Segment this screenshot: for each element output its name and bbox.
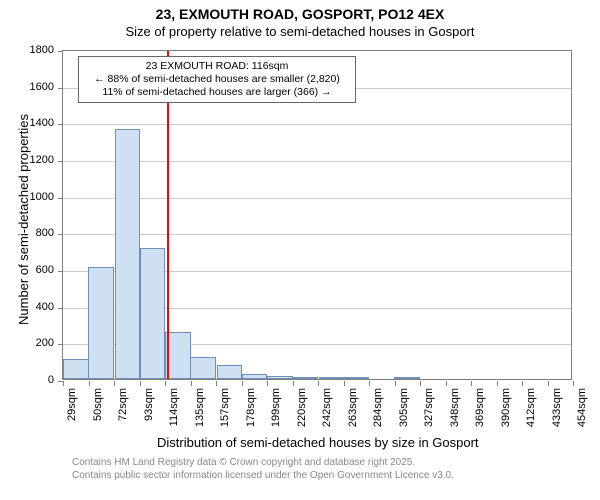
chart-subtitle: Size of property relative to semi-detach…: [0, 24, 600, 39]
histogram-bar: [319, 377, 345, 379]
x-tick-mark: [522, 381, 523, 386]
x-tick-label: 157sqm: [219, 388, 231, 427]
x-tick-mark: [369, 381, 370, 386]
x-tick-label: 327sqm: [423, 388, 435, 427]
x-tick-mark: [318, 381, 319, 386]
y-tick-label: 1000: [22, 191, 54, 203]
x-tick-mark: [165, 381, 166, 386]
histogram-bar: [292, 377, 318, 379]
x-tick-label: 72sqm: [117, 388, 129, 421]
chart-title: 23, EXMOUTH ROAD, GOSPORT, PO12 4EX: [0, 6, 600, 22]
x-tick-mark: [293, 381, 294, 386]
x-tick-label: 284sqm: [372, 388, 384, 427]
annotation-line: 23 EXMOUTH ROAD: 116sqm: [85, 60, 349, 73]
histogram-bar: [63, 359, 89, 379]
histogram-bar: [267, 376, 293, 379]
x-tick-mark: [63, 381, 64, 386]
x-tick-mark: [395, 381, 396, 386]
x-tick-mark: [216, 381, 217, 386]
y-tick-mark: [58, 344, 63, 345]
x-tick-label: 390sqm: [500, 388, 512, 427]
y-tick-label: 1400: [22, 117, 54, 129]
y-tick-label: 1800: [22, 44, 54, 56]
x-tick-label: 369sqm: [474, 388, 486, 427]
title-block: 23, EXMOUTH ROAD, GOSPORT, PO12 4EX Size…: [0, 0, 600, 39]
x-tick-label: 433sqm: [551, 388, 563, 427]
x-tick-mark: [191, 381, 192, 386]
x-tick-label: 93sqm: [143, 388, 155, 421]
histogram-bar: [217, 365, 243, 379]
histogram-bar: [115, 129, 141, 379]
annotation-line: 11% of semi-detached houses are larger (…: [85, 86, 349, 99]
x-tick-label: 135sqm: [194, 388, 206, 427]
y-tick-label: 600: [22, 264, 54, 276]
y-tick-mark: [58, 234, 63, 235]
x-tick-label: 305sqm: [398, 388, 410, 427]
y-tick-label: 200: [22, 337, 54, 349]
x-tick-mark: [140, 381, 141, 386]
y-tick-label: 400: [22, 301, 54, 313]
y-tick-mark: [58, 308, 63, 309]
x-tick-label: 114sqm: [168, 388, 180, 426]
histogram-bar: [88, 267, 114, 379]
y-tick-mark: [58, 88, 63, 89]
x-axis-label: Distribution of semi-detached houses by …: [157, 435, 479, 450]
x-tick-label: 263sqm: [347, 388, 359, 427]
histogram-bar: [140, 248, 166, 379]
y-tick-mark: [58, 161, 63, 162]
x-tick-mark: [114, 381, 115, 386]
x-tick-mark: [573, 381, 574, 386]
x-tick-label: 454sqm: [576, 388, 588, 427]
attribution-footer: Contains HM Land Registry data © Crown c…: [72, 456, 454, 482]
x-tick-label: 178sqm: [245, 388, 257, 427]
histogram-bar: [344, 377, 370, 379]
y-tick-mark: [58, 51, 63, 52]
y-tick-mark: [58, 198, 63, 199]
x-tick-label: 242sqm: [321, 388, 333, 427]
y-tick-label: 1200: [22, 154, 54, 166]
x-tick-label: 220sqm: [296, 388, 308, 427]
y-tick-mark: [58, 271, 63, 272]
x-tick-label: 348sqm: [449, 388, 461, 427]
footer-line: Contains HM Land Registry data © Crown c…: [72, 456, 454, 469]
x-tick-mark: [548, 381, 549, 386]
y-tick-label: 0: [22, 374, 54, 386]
x-tick-mark: [89, 381, 90, 386]
x-tick-mark: [344, 381, 345, 386]
x-tick-label: 199sqm: [270, 388, 282, 427]
y-tick-label: 1600: [22, 81, 54, 93]
x-tick-mark: [471, 381, 472, 386]
histogram-bar: [394, 377, 420, 379]
x-tick-mark: [497, 381, 498, 386]
x-tick-mark: [420, 381, 421, 386]
x-tick-label: 29sqm: [66, 388, 78, 421]
y-tick-mark: [58, 124, 63, 125]
x-tick-label: 412sqm: [525, 388, 537, 427]
x-tick-mark: [267, 381, 268, 386]
annotation-line: ← 88% of semi-detached houses are smalle…: [85, 73, 349, 86]
gridline: [63, 124, 571, 125]
footer-line: Contains public sector information licen…: [72, 469, 454, 482]
chart-container: 23, EXMOUTH ROAD, GOSPORT, PO12 4EX Size…: [0, 0, 600, 500]
x-tick-mark: [242, 381, 243, 386]
x-tick-mark: [446, 381, 447, 386]
annotation-box: 23 EXMOUTH ROAD: 116sqm ← 88% of semi-de…: [78, 56, 356, 103]
histogram-bar: [190, 357, 216, 379]
histogram-bar: [242, 374, 268, 380]
y-axis-label: Number of semi-detached properties: [16, 114, 31, 325]
x-tick-label: 50sqm: [92, 388, 104, 421]
y-tick-label: 800: [22, 227, 54, 239]
